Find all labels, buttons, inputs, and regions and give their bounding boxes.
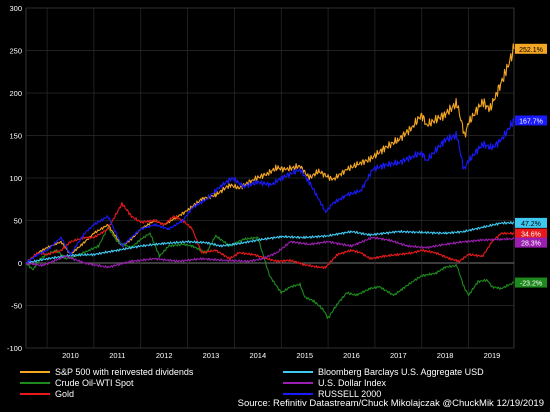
y-axis: -100 -50 0 50 100 150 200 250 300 <box>7 4 22 353</box>
series-line-bloomberg-barclays-u-s-aggregate-usd <box>25 221 515 264</box>
legend-item-russell-2000: RUSSELL 2000 <box>283 388 381 399</box>
end-label: 28.3% <box>521 241 541 248</box>
series-lines <box>25 43 515 320</box>
end-label-box <box>515 43 547 54</box>
legend-swatch <box>20 381 50 384</box>
end-label-box <box>515 228 547 239</box>
x-tick-label: 2012 <box>156 351 173 360</box>
legend-swatch <box>20 370 50 373</box>
legend-label: Crude Oil-WTI Spot <box>55 377 134 388</box>
x-tick-label: 2011 <box>109 351 125 360</box>
x-tick-label: 2015 <box>296 351 313 360</box>
y-tick-label: 200 <box>9 89 22 98</box>
series-line-s-p-500-with-reinvested-dividends <box>25 43 515 264</box>
end-label: 167.7% <box>519 118 543 125</box>
end-label-box <box>515 115 547 126</box>
end-label-box <box>515 277 547 288</box>
x-axis: 2010 2011 2012 2013 2014 2015 2016 2017 2018 2019 <box>62 351 500 360</box>
end-label: 252.1% <box>519 47 543 54</box>
legend-label: Gold <box>55 388 75 399</box>
legend-label: Bloomberg Barclays U.S. Aggregate USD <box>318 366 484 377</box>
x-tick-label: 2016 <box>343 351 360 360</box>
y-tick-label: 0 <box>18 259 22 268</box>
end-label: -23.2% <box>520 281 542 288</box>
y-tick-label: 300 <box>9 4 22 13</box>
y-tick-label: 100 <box>9 174 22 183</box>
legend-label: S&P 500 with reinvested dividends <box>55 366 194 377</box>
legend-swatch <box>20 392 50 395</box>
x-tick-label: 2010 <box>62 351 79 360</box>
series-line-gold <box>25 201 515 270</box>
legend-item-bloomberg-barclays: Bloomberg Barclays U.S. Aggregate USD <box>283 366 484 377</box>
x-tick-label: 2013 <box>203 351 220 360</box>
x-tick-label: 2014 <box>249 351 266 360</box>
legend-swatch <box>283 370 313 373</box>
legend: S&P 500 with reinvested dividends Bloomb… <box>0 362 550 399</box>
y-tick-label: 50 <box>14 217 22 226</box>
x-tick-label: 2017 <box>390 351 407 360</box>
legend-item-us-dollar-index: U.S. Dollar Index <box>283 377 386 388</box>
legend-swatch <box>283 392 313 395</box>
y-tick-label: -100 <box>7 344 22 353</box>
y-tick-label: -50 <box>11 302 22 311</box>
y-tick-label: 250 <box>9 47 22 56</box>
legend-item-crude-oil: Crude Oil-WTI Spot <box>20 377 134 388</box>
x-tick-label: 2018 <box>437 351 454 360</box>
end-label-box <box>515 217 547 228</box>
end-labels: 252.1% 167.7% 47.2% 34.6% 28.3% -23.2% <box>515 43 547 288</box>
end-label-box <box>515 237 547 248</box>
y-tick-label: 150 <box>9 132 22 141</box>
end-label: 34.6% <box>521 232 541 239</box>
series-line-u-s-dollar-index <box>25 236 515 269</box>
series-line-russell-2000 <box>25 118 515 264</box>
legend-swatch <box>283 381 313 384</box>
legend-item-sp500: S&P 500 with reinvested dividends <box>20 366 193 377</box>
legend-item-gold: Gold <box>20 388 74 399</box>
legend-label: RUSSELL 2000 <box>318 388 382 399</box>
x-tick-label: 2019 <box>484 351 501 360</box>
source-note: Source: Refinitiv Datastream/Chuck Mikol… <box>237 398 544 409</box>
end-label: 47.2% <box>521 221 541 228</box>
grid <box>25 7 515 349</box>
legend-label: U.S. Dollar Index <box>318 377 387 388</box>
